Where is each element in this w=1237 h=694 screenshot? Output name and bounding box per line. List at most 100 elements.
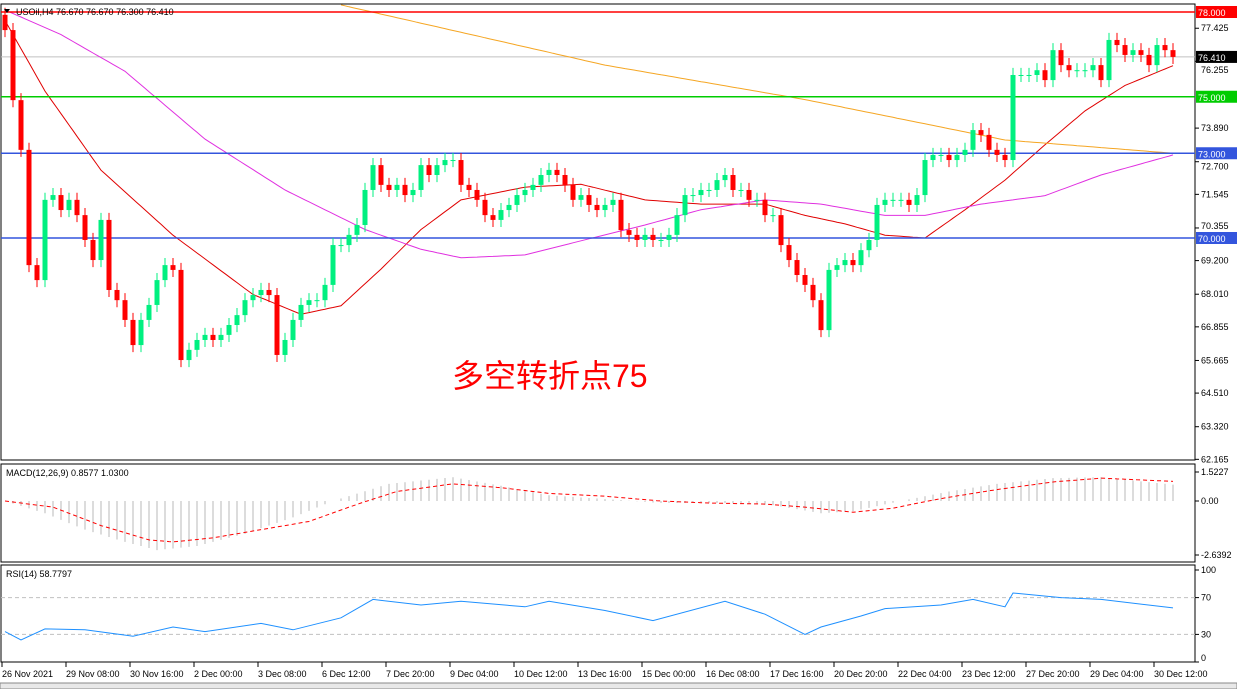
bear-candle [1042, 70, 1048, 81]
price-panel-frame [0, 3, 1196, 461]
bear-candle [1066, 65, 1072, 71]
x-tick-label: 29 Nov 08:00 [66, 669, 120, 679]
bull-candle [954, 154, 960, 161]
bear-candle [794, 260, 800, 276]
bull-candle [394, 184, 400, 190]
bull-candle [970, 130, 976, 150]
y-tick-label: 76.255 [1201, 65, 1229, 75]
bear-candle [26, 149, 32, 266]
bull-candle [1106, 39, 1112, 81]
bull-candle [674, 215, 680, 235]
x-tick-label: 26 Nov 2021 [2, 669, 53, 679]
macd-label: MACD(12,26,9) 0.8577 1.0300 [6, 468, 129, 478]
bear-candle [10, 30, 16, 101]
level-tag [1196, 232, 1237, 244]
rsi-frame [0, 564, 1196, 663]
x-tick-label: 9 Dec 04:00 [450, 669, 499, 679]
bull-candle [98, 219, 104, 261]
bull-candle [194, 339, 200, 350]
bull-candle [922, 160, 928, 196]
bear-candle [786, 245, 792, 261]
bull-candle [938, 154, 944, 156]
bear-candle [570, 184, 576, 200]
bear-candle [1122, 45, 1128, 55]
bear-candle [130, 319, 136, 346]
x-tick-label: 30 Nov 16:00 [130, 669, 184, 679]
bear-candle [1162, 45, 1168, 51]
bull-candle [146, 304, 152, 320]
y-tick-label: 70.355 [1201, 221, 1229, 231]
bull-candle [666, 234, 672, 240]
price-panel[interactable]: 77.425 76.255 73.890 72.700 71.545 70.355 69.2… [0, 3, 1237, 464]
y-tick-label: 68.010 [1201, 289, 1229, 299]
bear-candle [74, 199, 80, 216]
bull-candle [530, 184, 536, 190]
bull-candle [546, 169, 552, 176]
bull-candle [578, 195, 584, 200]
rsi-panel[interactable]: 100 70 30 0 [0, 564, 1216, 663]
bull-candle [346, 234, 352, 246]
bear-candle [2, 14, 8, 31]
bull-candle [538, 175, 544, 185]
bull-candle [306, 300, 312, 305]
bull-candle [242, 300, 248, 316]
bull-candle [522, 189, 528, 196]
bear-candle [946, 154, 952, 161]
bull-candle [1090, 65, 1096, 71]
bear-candle [730, 175, 736, 190]
bull-candle [450, 160, 456, 162]
bear-candle [650, 234, 656, 240]
bear-candle [122, 300, 128, 320]
level-tag-label: 75.000 [1198, 93, 1226, 103]
bull-candle [138, 319, 144, 346]
bull-candle [690, 195, 696, 197]
bear-candle [106, 219, 112, 290]
bottom-scroll-strip [0, 682, 1237, 690]
y-tick-label: 62.165 [1201, 454, 1229, 464]
bull-candle [66, 199, 72, 211]
rsi-line [4, 592, 1174, 641]
bull-candle [1034, 70, 1040, 75]
annotation-text: 多空转折点75 [452, 358, 648, 394]
level-tag [1196, 90, 1237, 103]
bull-candle [658, 239, 664, 241]
x-tick-label: 29 Dec 04:00 [1090, 669, 1144, 679]
bear-candle [810, 284, 816, 301]
bear-candle [778, 215, 784, 246]
bear-candle [994, 149, 1000, 155]
bull-candle [754, 199, 760, 201]
bull-candle [410, 189, 416, 196]
macd-frame [0, 463, 1196, 563]
bear-candle [818, 300, 824, 331]
macd-panel[interactable]: 1.5227 0.00 -2.6392 [0, 463, 1232, 563]
bear-candle [466, 184, 472, 190]
y-tick-label: -2.6392 [1201, 550, 1232, 560]
x-tick-label: 6 Dec 12:00 [322, 669, 371, 679]
bear-candle [402, 184, 408, 196]
bear-candle [426, 165, 432, 176]
bear-candle [1114, 39, 1120, 46]
bear-candle [594, 204, 600, 211]
bull-candle [322, 284, 328, 301]
y-tick-label: 64.510 [1201, 388, 1229, 398]
rsi-label: RSI(14) 58.7797 [6, 569, 72, 579]
moving-average-ma_slow [340, 4, 1174, 154]
bear-candle [178, 269, 184, 361]
bear-candle [90, 239, 96, 261]
dropdown-triangle-icon[interactable] [4, 9, 10, 13]
bull-candle [298, 304, 304, 320]
bear-candle [378, 165, 384, 185]
x-tick-label: 13 Dec 16:00 [578, 669, 632, 679]
bull-candle [1082, 70, 1088, 72]
y-tick-label: 0.00 [1201, 496, 1219, 506]
x-tick-label: 17 Dec 16:00 [770, 669, 824, 679]
level-tag-label: 78.000 [1198, 8, 1226, 18]
bear-candle [210, 334, 216, 340]
bull-candle [706, 189, 712, 191]
bear-candle [266, 289, 272, 296]
y-tick-label: 69.200 [1201, 256, 1229, 266]
bear-candle [978, 130, 984, 135]
level-tag-label: 70.000 [1198, 234, 1226, 244]
bear-candle [1058, 50, 1064, 66]
